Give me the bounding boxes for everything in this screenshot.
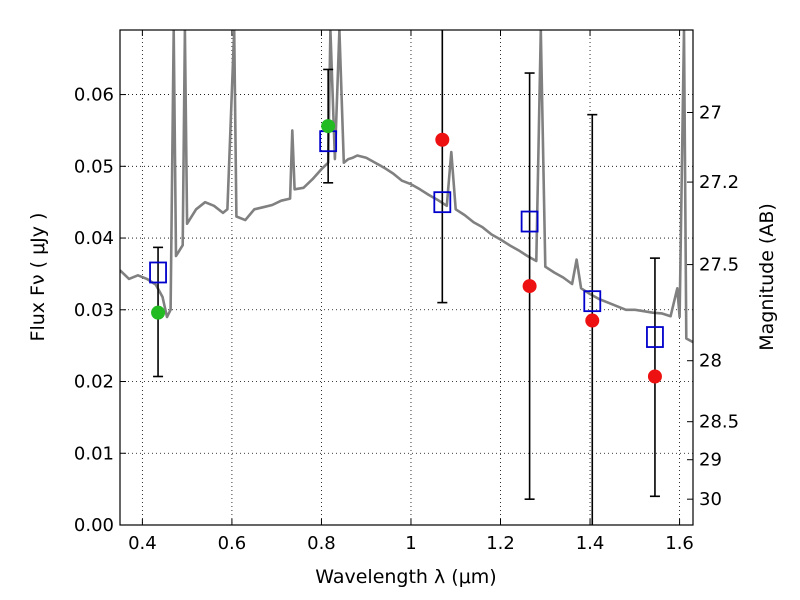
right-axis-label: Magnitude (AB) xyxy=(756,203,778,351)
model-square xyxy=(433,191,452,214)
red-data-point xyxy=(585,313,600,328)
right-tick-label: 27 xyxy=(699,103,722,124)
right-tick-label: 29 xyxy=(699,450,722,471)
model-square xyxy=(520,210,539,233)
y-tick-label: 0.03 xyxy=(74,300,114,321)
red-data-point xyxy=(522,279,537,294)
x-axis-label: Wavelength λ (μm) xyxy=(315,566,496,588)
x-tick-label: 1.4 xyxy=(576,533,605,554)
right-tick-label: 27.2 xyxy=(699,172,739,193)
y-tick-label: 0.05 xyxy=(74,156,114,177)
right-tick-label: 28 xyxy=(699,351,722,372)
model-square xyxy=(149,261,167,284)
red-data-point xyxy=(435,132,450,147)
spectrum-layer xyxy=(120,30,693,344)
green-data-point xyxy=(321,119,336,134)
x-tick-label: 0.8 xyxy=(307,533,336,554)
axis-ticks: 0.4 0.6 0.8 1 1.2 1.4 1.6 0.00 0.01 0.02 0.03 0.04 0… xyxy=(74,30,739,554)
y-axis-label: Flux Fν ( μJy ) xyxy=(27,213,49,342)
plot-frame xyxy=(119,29,694,526)
right-tick-label: 30 xyxy=(699,489,722,510)
y-tick-label: 0.04 xyxy=(74,228,114,249)
x-tick-label: 1.6 xyxy=(665,533,694,554)
right-tick-label: 28.5 xyxy=(699,412,739,433)
y-tick-label: 0.06 xyxy=(74,85,114,106)
axis-labels: Wavelength λ (μm) Flux Fν ( μJy ) Magnit… xyxy=(27,203,778,588)
x-tick-label: 1.2 xyxy=(486,533,515,554)
y-tick-label: 0.01 xyxy=(74,443,114,464)
markers xyxy=(149,119,664,384)
x-tick-label: 0.6 xyxy=(218,533,247,554)
red-data-point xyxy=(647,369,662,384)
y-tick-label: 0.00 xyxy=(74,515,114,536)
grid xyxy=(120,30,693,526)
model-square xyxy=(583,290,602,313)
x-tick-label: 1 xyxy=(405,533,416,554)
x-tick-label: 0.4 xyxy=(128,533,157,554)
right-tick-label: 27.5 xyxy=(699,255,739,276)
green-data-point xyxy=(151,305,166,320)
spectrum-line xyxy=(120,30,693,344)
model-square xyxy=(646,326,664,348)
y-tick-label: 0.02 xyxy=(74,372,114,393)
